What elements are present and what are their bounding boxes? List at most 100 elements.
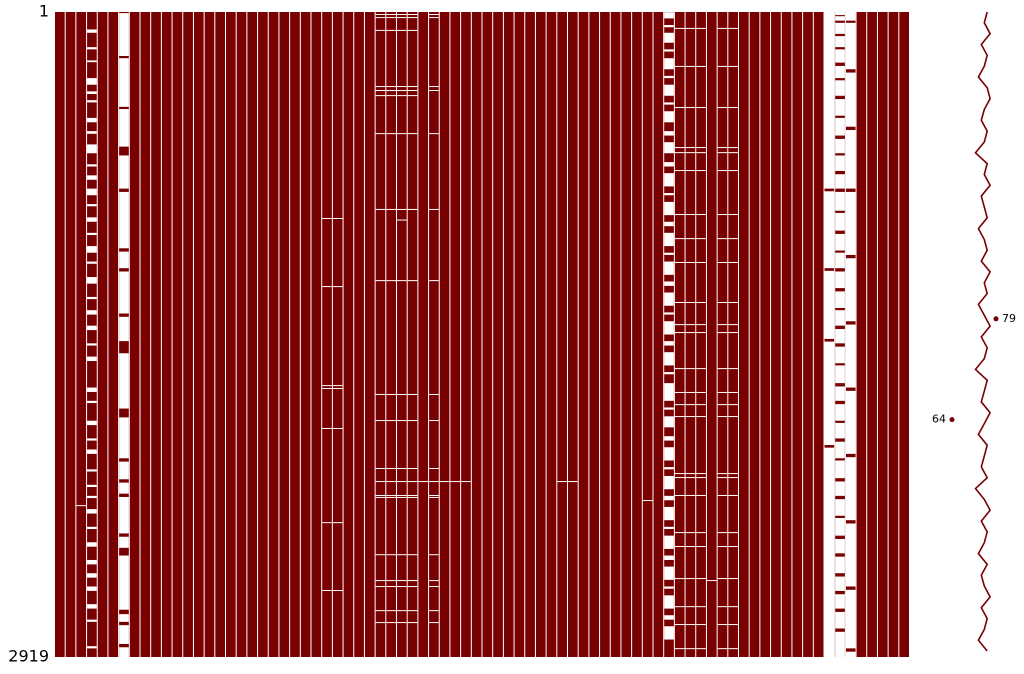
missing-cell [119,536,129,548]
missing-cell [407,420,418,422]
column [856,12,867,657]
missing-cell [824,191,835,269]
missing-cell [717,27,728,29]
missing-cell [386,622,396,624]
missing-cell [728,532,738,534]
column [600,12,610,657]
missing-cell [717,332,728,334]
missing-cell [728,473,738,475]
missing-cell [119,353,129,409]
missing-cell [397,280,407,282]
missing-cell [696,532,706,534]
missing-cell [429,496,439,498]
missing-cell [685,648,696,650]
missing-cell [835,49,845,63]
missing-cell [835,80,845,96]
column [322,12,332,657]
missing-cell [397,133,407,135]
missing-cell [696,606,706,608]
missing-cell [450,481,461,483]
missing-cell [386,554,396,556]
column [97,12,108,657]
missing-cell [728,606,738,608]
missing-cell [87,100,97,103]
missing-cell [375,554,386,556]
missing-cell [397,208,407,210]
missing-cell [386,29,396,31]
missing-cell [87,343,97,346]
missing-cell [664,416,674,428]
missing-cell [824,12,835,189]
missing-cell [674,27,685,29]
missing-cell [87,438,97,441]
missing-cell [429,280,439,282]
missing-cell [664,111,674,123]
extreme-label: 79 [1002,312,1016,325]
missing-cell [407,496,418,498]
column [226,12,236,657]
missing-cell [685,324,696,326]
column [514,12,525,657]
missing-cell [835,191,845,211]
column [739,12,749,657]
missing-cell [87,619,97,622]
column [503,12,514,657]
missing-cell [835,310,845,326]
missing-cell [824,270,835,339]
missing-cell [835,328,845,344]
missing-cell [429,208,439,210]
missing-cell [664,131,674,136]
missing-cell [717,606,728,608]
missing-cell [87,204,97,207]
missing-cell [429,90,439,92]
missing-cell [322,218,332,220]
column [204,12,215,657]
missing-cell [87,484,97,488]
missing-cell [696,261,706,263]
column [418,12,429,657]
column [589,12,600,657]
missing-cell [717,147,728,149]
missing-cell [674,147,685,149]
missing-cell [407,393,418,395]
missing-cell [397,468,407,470]
missing-cell [706,580,717,582]
missing-cell [696,170,706,172]
missing-cell [685,107,696,109]
missing-cell [696,214,706,216]
missing-cell [87,91,97,95]
missing-cell [845,191,856,255]
missing-cell [685,65,696,67]
missing-cell [87,526,97,530]
missing-cell [664,475,674,490]
missing-cell [696,404,706,406]
missing-cell [397,17,407,19]
column [803,12,813,657]
column [65,12,76,657]
column [300,12,311,657]
missing-cell [835,422,845,439]
missing-cell [375,393,386,395]
column [407,12,418,657]
missing-cell [835,517,845,536]
y-tick-label: 2919 [8,647,49,666]
column [493,12,503,657]
missing-cell [407,494,418,496]
column [87,12,97,657]
missing-cell [332,286,343,288]
missing-cell [696,494,706,496]
missing-cell [386,208,396,210]
missing-cell [664,232,674,247]
missing-cell [386,86,396,88]
column [364,12,375,657]
completeness-line [974,11,992,652]
missing-cell [835,386,845,401]
missing-cell [397,554,407,556]
column [471,12,482,657]
missing-cell [728,624,738,626]
column [813,12,824,657]
missing-cell [119,13,129,56]
missing-cell [674,606,685,608]
missing-cell [664,49,674,52]
missing-cell [87,232,97,236]
